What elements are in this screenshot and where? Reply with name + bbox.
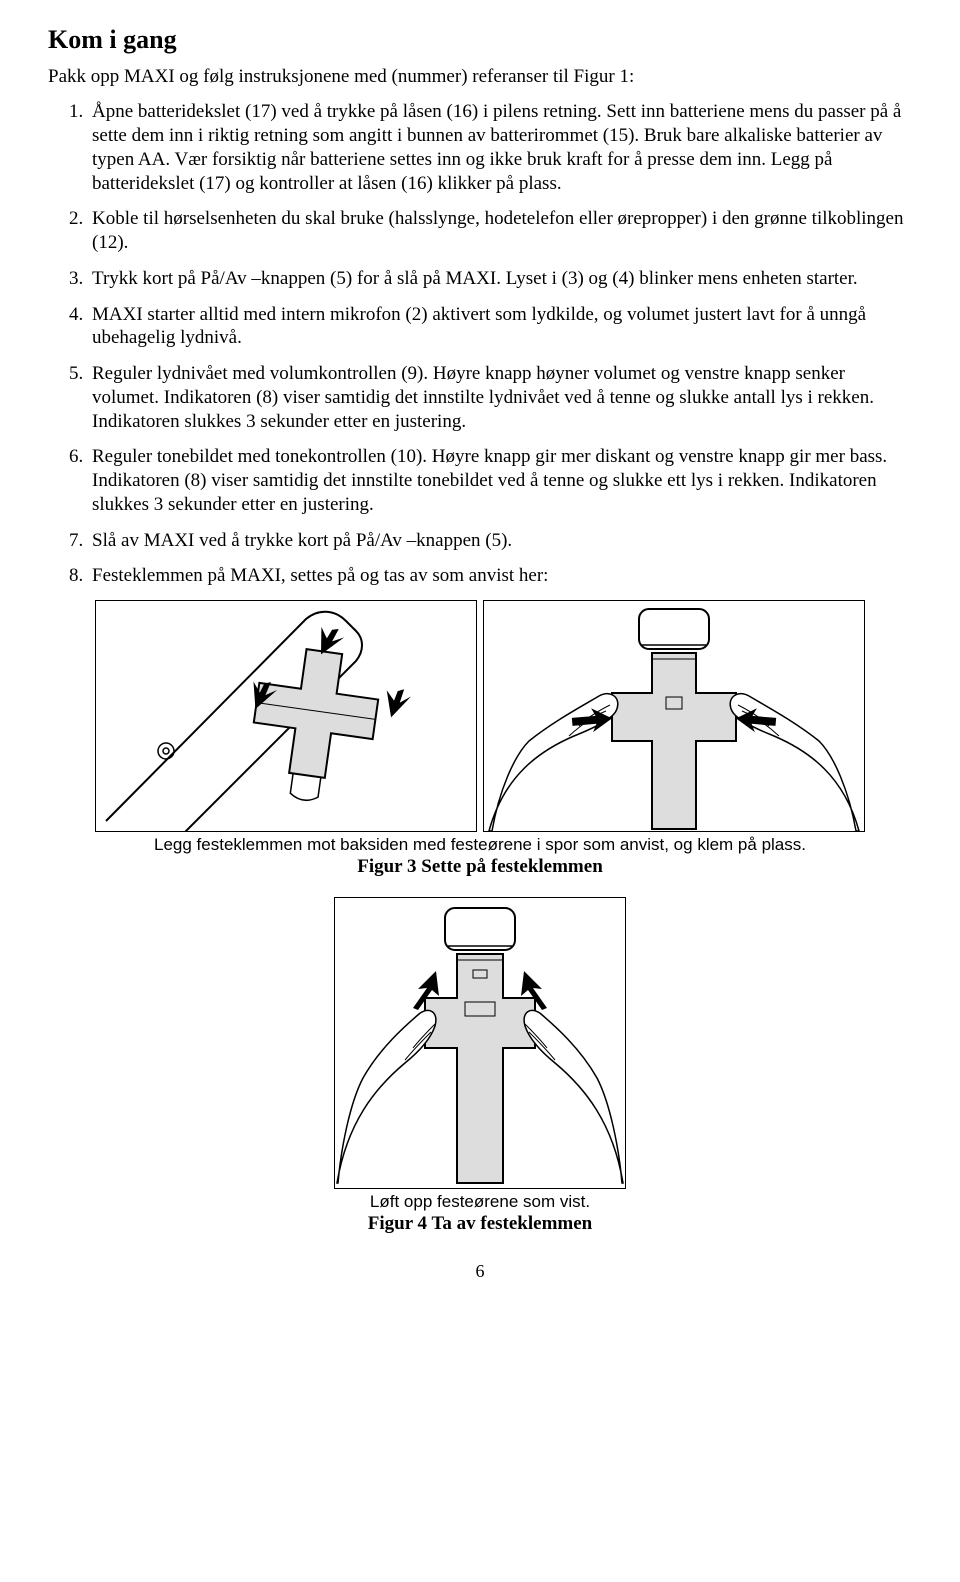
- list-item: Festeklemmen på MAXI, settes på og tas a…: [88, 564, 912, 588]
- clip-remove-illustration: [335, 898, 625, 1188]
- intro-text: Pakk opp MAXI og følg instruksjonene med…: [48, 65, 912, 89]
- list-item: Slå av MAXI ved å trykke kort på På/Av –…: [88, 529, 912, 553]
- list-item: Reguler lydnivået med volumkontrollen (9…: [88, 362, 912, 433]
- figure-3-caption: Legg festeklemmen mot baksiden med feste…: [48, 834, 912, 855]
- list-item: Åpne batteridekslet (17) ved å trykke på…: [88, 100, 912, 195]
- list-item: Reguler tonebildet med tonekontrollen (1…: [88, 445, 912, 516]
- list-item: Koble til hørselsenheten du skal bruke (…: [88, 207, 912, 255]
- section-heading: Kom i gang: [48, 24, 912, 57]
- figure-4-caption: Løft opp festeørene som vist.: [48, 1191, 912, 1212]
- figure-3-title: Figur 3 Sette på festeklemmen: [48, 855, 912, 879]
- figure-4: Løft opp festeørene som vist. Figur 4 Ta…: [48, 897, 912, 1236]
- figure-3-right-panel: [483, 600, 865, 832]
- clip-attach-front-illustration: [96, 601, 476, 831]
- list-item: MAXI starter alltid med intern mikrofon …: [88, 303, 912, 351]
- instruction-list: Åpne batteridekslet (17) ved å trykke på…: [48, 100, 912, 588]
- clip-attach-hands-illustration: [484, 601, 864, 831]
- page-number: 6: [48, 1260, 912, 1283]
- figure-3: Legg festeklemmen mot baksiden med feste…: [48, 600, 912, 879]
- figure-3-left-panel: [95, 600, 477, 832]
- figure-4-panel: [334, 897, 626, 1189]
- list-item: Trykk kort på På/Av –knappen (5) for å s…: [88, 267, 912, 291]
- figure-4-title: Figur 4 Ta av festeklemmen: [48, 1212, 912, 1236]
